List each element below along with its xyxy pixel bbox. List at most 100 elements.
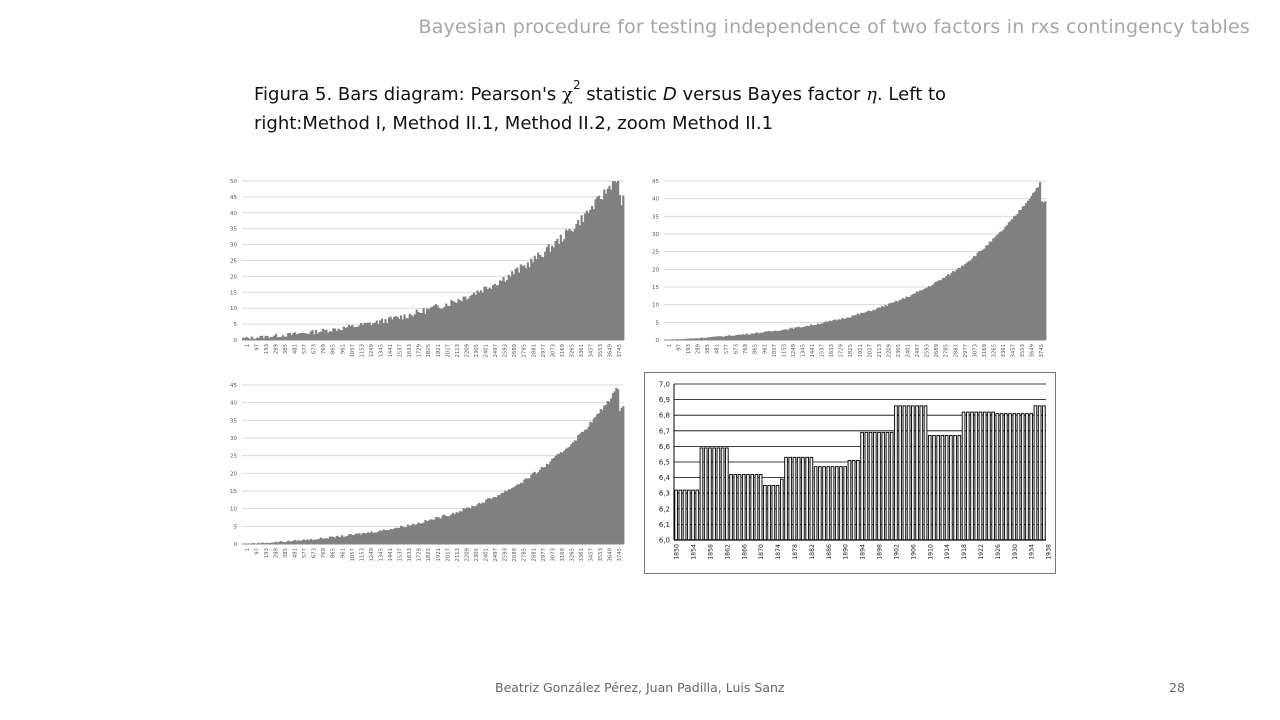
y-tick-label: 30 xyxy=(652,232,659,238)
data-bar xyxy=(316,333,319,340)
data-bar xyxy=(745,333,748,340)
data-bar xyxy=(330,536,333,544)
data-bar xyxy=(764,331,767,340)
data-bar xyxy=(934,281,938,340)
data-bar xyxy=(304,540,307,544)
data-bar xyxy=(514,268,517,340)
x-tick-label: 1249 xyxy=(369,548,375,561)
data-bar xyxy=(893,302,896,340)
data-bar xyxy=(879,307,882,340)
data-bar xyxy=(1011,218,1014,340)
data-bar xyxy=(283,336,286,340)
data-bar xyxy=(997,233,1000,340)
data-bar xyxy=(919,290,922,340)
data-bar xyxy=(363,532,366,544)
data-bar xyxy=(787,329,790,340)
y-tick-label: 0 xyxy=(656,338,660,344)
data-bar xyxy=(342,536,345,544)
data-bar xyxy=(678,489,683,541)
data-bar xyxy=(561,452,564,544)
data-bar xyxy=(467,298,470,340)
x-tick-label: 1153 xyxy=(359,344,365,357)
data-bar xyxy=(271,542,274,544)
data-bar xyxy=(502,492,505,544)
x-tick-label: 2113 xyxy=(455,548,461,561)
x-tick-label: 3553 xyxy=(1020,344,1026,357)
y-tick-label: 25 xyxy=(652,250,659,256)
x-tick-label: 2497 xyxy=(915,344,921,357)
y-tick-label: 15 xyxy=(230,489,237,495)
data-bar xyxy=(313,334,316,340)
data-bar xyxy=(353,327,356,340)
data-bar xyxy=(877,307,880,340)
data-bar xyxy=(446,516,450,544)
data-bar xyxy=(242,337,245,340)
data-bar xyxy=(542,257,545,340)
data-bar xyxy=(1002,229,1005,340)
data-bar xyxy=(736,334,740,340)
data-bar xyxy=(365,533,368,544)
x-tick-label: 865 xyxy=(331,548,337,558)
data-bar xyxy=(911,405,915,541)
data-bar xyxy=(243,337,246,340)
data-bar xyxy=(396,527,399,544)
data-bar xyxy=(818,324,821,340)
caption-mid: statistic xyxy=(580,84,663,105)
data-bar xyxy=(776,331,779,340)
x-tick-label: 3649 xyxy=(608,344,614,357)
data-bar xyxy=(596,196,599,340)
x-tick-label: 1874 xyxy=(775,544,782,560)
data-bar xyxy=(441,515,444,544)
x-tick-label: 2305 xyxy=(474,548,480,561)
data-bar xyxy=(490,288,493,340)
y-tick-label: 5 xyxy=(656,320,660,326)
y-tick-label: 6,5 xyxy=(659,459,670,467)
chi-symbol: χ xyxy=(562,84,573,105)
x-tick-label: 1850 xyxy=(674,544,681,560)
x-tick-label: 961 xyxy=(340,548,346,558)
data-bar xyxy=(792,456,797,541)
x-tick-label: 3265 xyxy=(569,344,575,357)
data-bar xyxy=(460,511,463,544)
data-bar xyxy=(377,531,380,544)
data-bar xyxy=(542,467,545,544)
data-bar xyxy=(767,484,771,541)
data-bar xyxy=(768,330,771,340)
data-bar xyxy=(301,540,304,544)
y-tick-label: 40 xyxy=(652,197,659,203)
data-bar xyxy=(908,296,911,340)
data-bar xyxy=(476,504,479,544)
data-bar xyxy=(245,336,248,340)
data-bar xyxy=(372,323,375,340)
data-bar xyxy=(970,411,974,541)
data-bar xyxy=(778,330,781,340)
data-bar xyxy=(874,310,877,340)
data-bar xyxy=(358,533,361,544)
data-bar xyxy=(504,490,507,544)
data-bar xyxy=(957,267,960,340)
x-tick-label: 673 xyxy=(312,548,318,558)
x-tick-label: 2305 xyxy=(896,344,902,357)
data-bar xyxy=(712,336,715,340)
x-tick-label: 2689 xyxy=(512,344,518,357)
data-bar xyxy=(709,337,712,340)
data-bar xyxy=(509,489,512,544)
data-bar xyxy=(465,299,469,340)
x-tick-label: 3553 xyxy=(598,548,604,561)
data-bar xyxy=(415,309,418,340)
data-bar xyxy=(867,310,870,340)
data-bar xyxy=(898,300,901,340)
data-bar xyxy=(981,249,984,340)
data-bar xyxy=(262,542,265,544)
data-bar xyxy=(472,292,476,340)
data-bar xyxy=(594,416,597,544)
x-tick-label: 769 xyxy=(321,344,327,354)
data-bar xyxy=(537,472,540,544)
data-bar xyxy=(379,530,382,544)
data-bar xyxy=(758,474,763,541)
data-bar xyxy=(686,489,691,541)
data-bar xyxy=(917,291,920,340)
data-bar xyxy=(929,286,932,340)
data-bar xyxy=(330,331,333,340)
data-bar xyxy=(320,537,323,544)
